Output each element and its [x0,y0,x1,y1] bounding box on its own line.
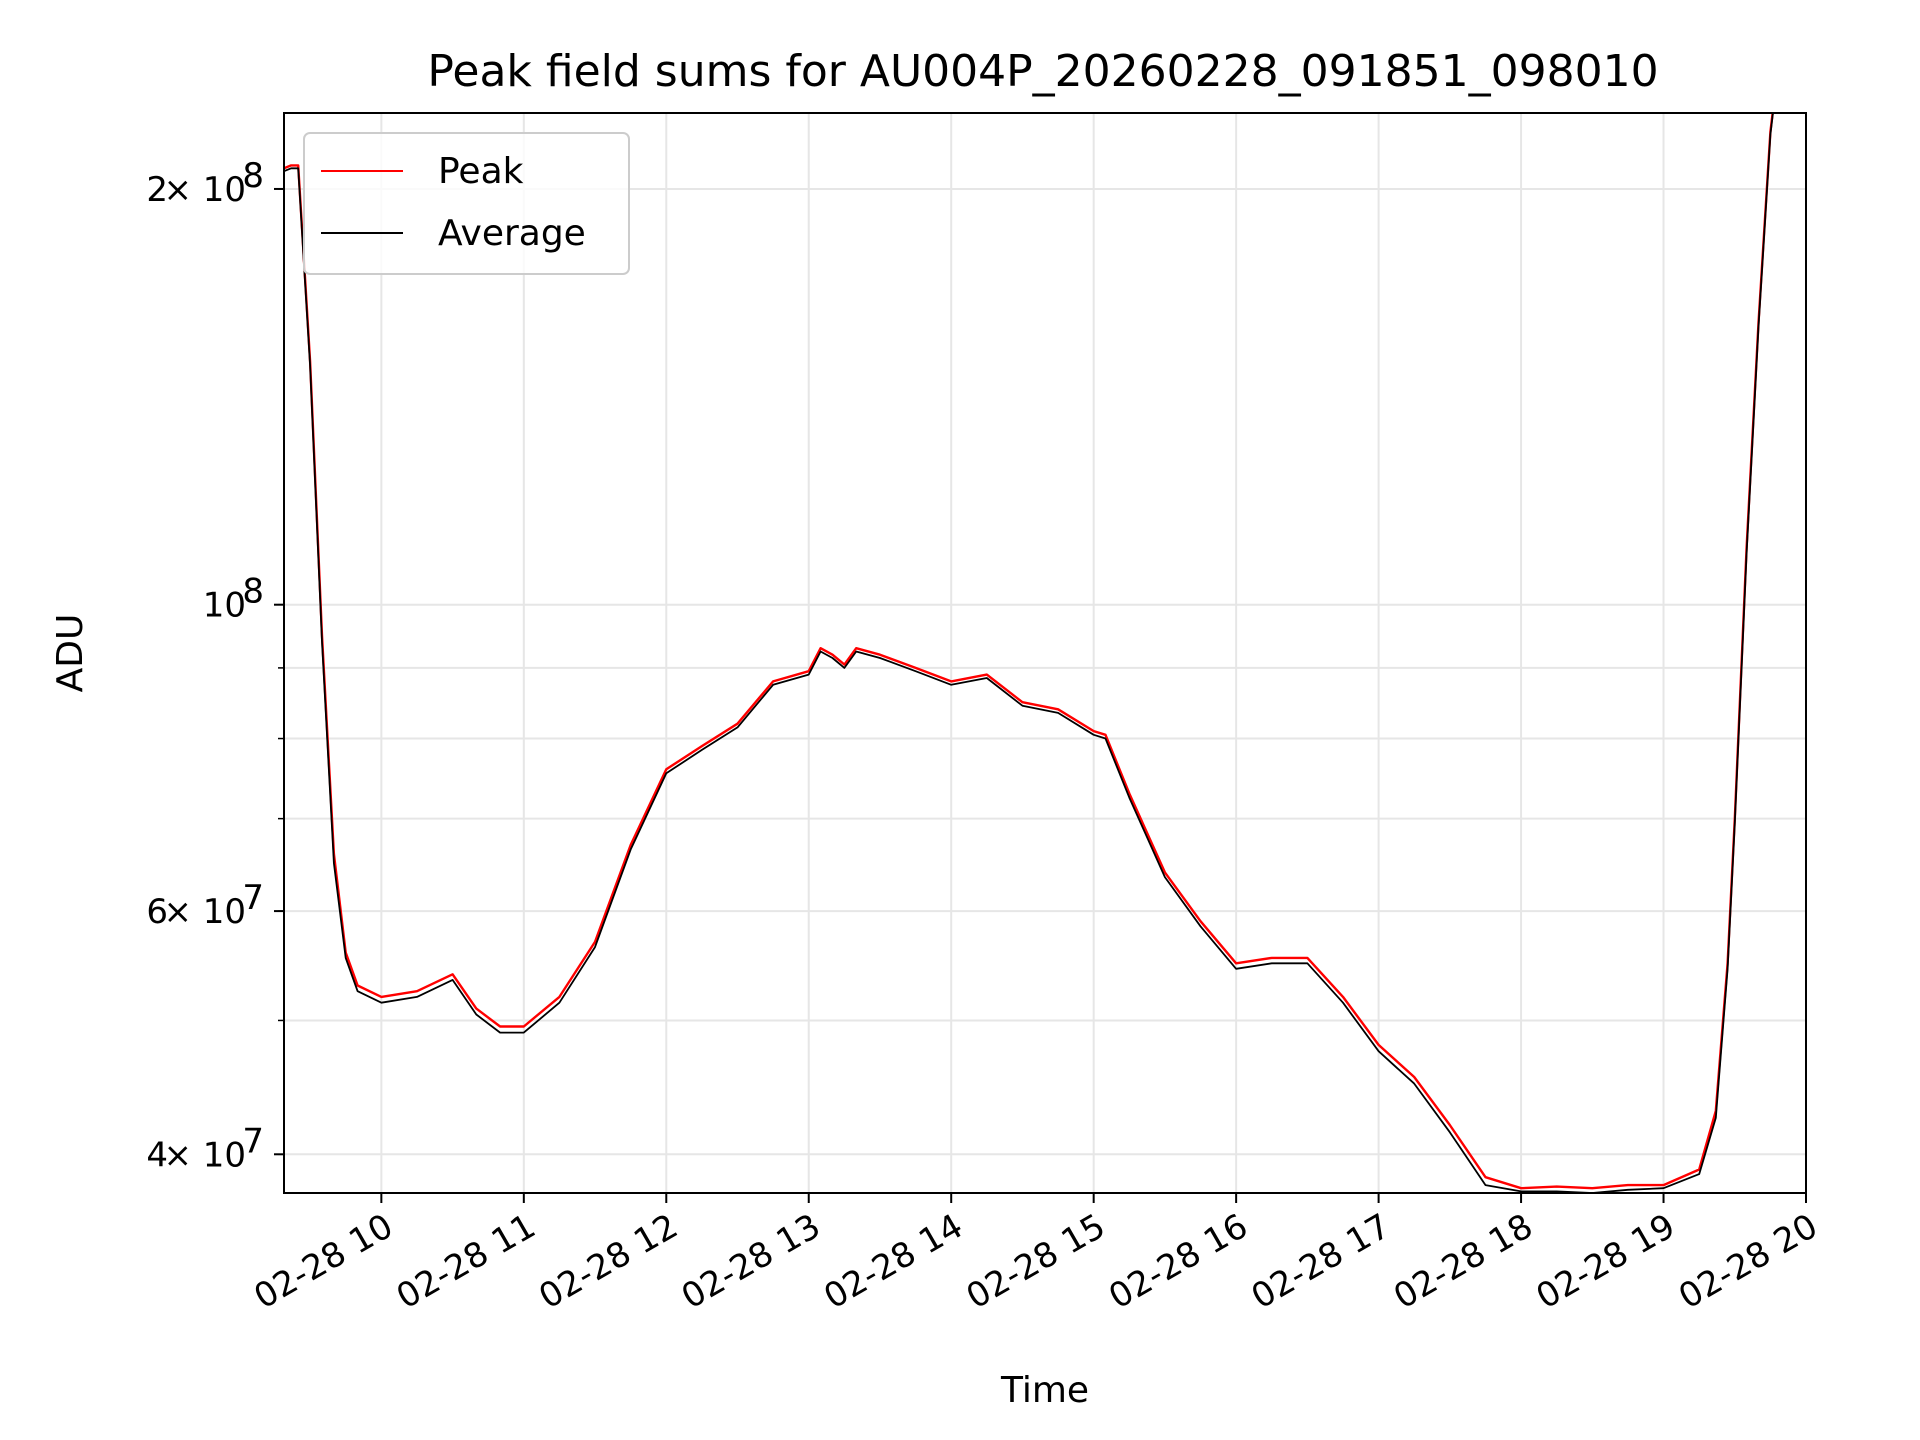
y-tick-label: 810 [203,572,264,626]
y-tick-base: × 10 [163,170,246,210]
y-tick-mantissa: 6 [146,892,168,932]
legend-entry-peak: Peak [438,151,524,192]
y-tick-exponent: 8 [242,156,264,196]
legend: Peak Average [303,132,630,275]
y-tick-mantissa: 2 [146,170,168,210]
series-line-average [284,113,1774,1193]
y-tick-label: 8× 102 [146,156,264,210]
legend-box [303,132,630,275]
y-tick-base: 10 [203,586,246,626]
y-tick-exponent: 7 [242,1121,264,1161]
y-tick-base: × 10 [163,892,246,932]
series-layer [284,113,1774,1193]
y-tick-mantissa: 4 [146,1135,168,1175]
x-axis-label: Time [1000,1370,1089,1411]
y-tick-label: 7× 106 [146,878,264,932]
y-tick-exponent: 7 [242,878,264,918]
chart-title: Peak field sums for AU004P_20260228_0918… [427,46,1658,97]
y-axis-label: ADU [50,614,91,693]
y-tick-label: 7× 104 [146,1121,264,1175]
y-tick-exponent: 8 [242,572,264,612]
plot-frame [283,112,1807,1194]
legend-entry-average: Average [438,213,586,254]
series-line-peak [284,113,1774,1190]
y-tick-base: × 10 [163,1135,246,1175]
